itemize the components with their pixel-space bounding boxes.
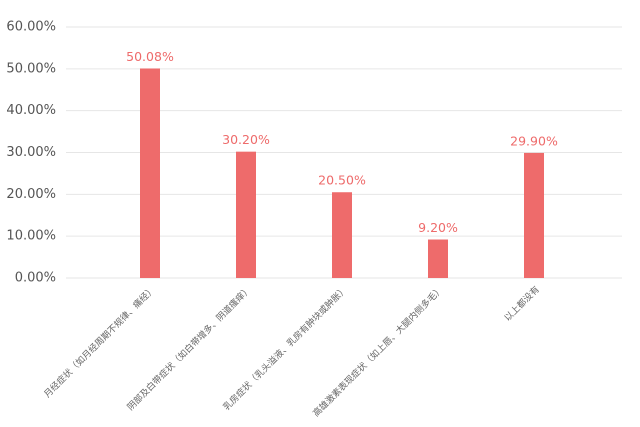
y-tick-label: 20.00%	[6, 187, 56, 202]
y-tick-label: 40.00%	[6, 103, 56, 118]
y-tick-label: 60.00%	[6, 20, 56, 35]
value-label: 50.08%	[126, 49, 174, 64]
x-tick-label: 以上都没有	[502, 283, 542, 323]
value-label: 9.20%	[418, 220, 458, 235]
value-label: 30.20%	[222, 132, 270, 147]
value-label: 29.90%	[510, 133, 558, 148]
bar	[236, 151, 256, 278]
bar	[332, 192, 352, 278]
y-tick-label: 30.00%	[6, 145, 56, 160]
bar	[140, 68, 160, 279]
y-tick-label: 50.00%	[6, 61, 56, 76]
x-tick-label: 月经症状（如月经周期不规律、痛经）	[41, 283, 158, 400]
bar	[524, 152, 544, 278]
value-label: 20.50%	[318, 173, 366, 188]
bar	[428, 239, 448, 278]
y-tick-label: 10.00%	[6, 229, 56, 244]
y-tick-label: 0.00%	[15, 271, 56, 286]
